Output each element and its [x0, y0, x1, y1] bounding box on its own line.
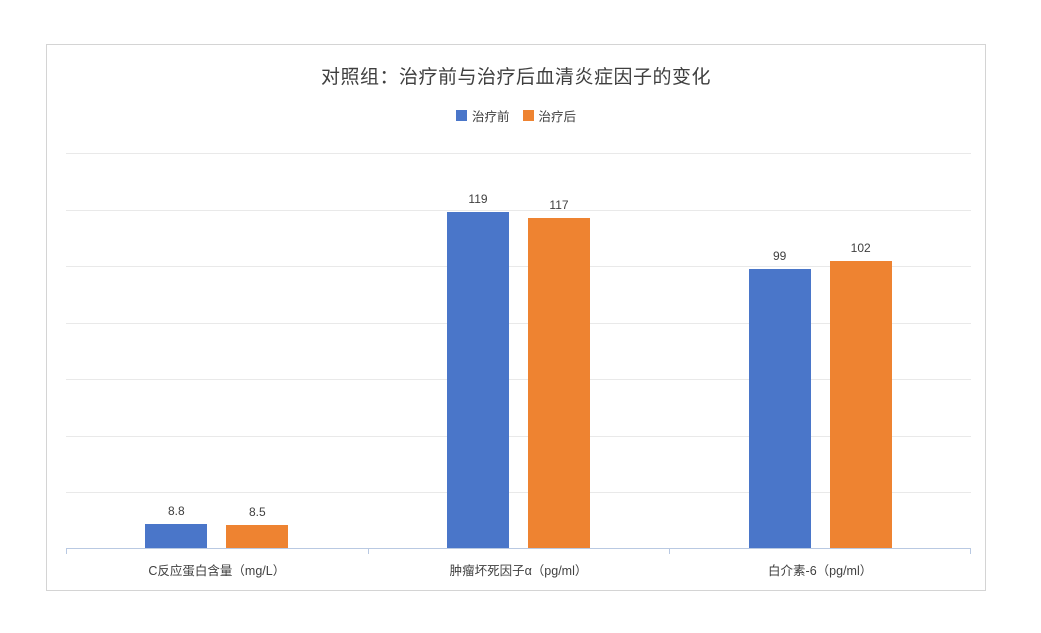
legend-label: 治疗前 — [471, 110, 510, 124]
legend-swatch-icon — [522, 110, 534, 121]
category-label-3: 白介素-6（pg/ml） — [768, 564, 873, 578]
data-label-series1-category2: 119 — [468, 192, 488, 207]
gridline-20 — [66, 492, 971, 494]
x-axis-line — [66, 548, 971, 549]
legend-label: 治疗后 — [538, 110, 577, 124]
bar-series2-category2 — [528, 218, 590, 549]
plot-area: 8.8 8.5 119 117 99 102 — [66, 153, 971, 554]
gridline-40 — [66, 435, 971, 437]
chart-title: 对照组：治疗前与治疗后血清炎症因子的变化 — [320, 67, 711, 88]
chart: 对照组：治疗前与治疗后血清炎症因子的变化 治疗前 治疗后 8.8 8.5 119 117… — [46, 44, 986, 591]
chart-legend: 治疗前 治疗后 — [47, 106, 985, 125]
category-label-1: C反应蛋白含量（mg/L） — [148, 564, 286, 578]
x-axis-tick-2 — [669, 549, 670, 554]
legend-item-series2: 治疗后 — [522, 106, 577, 125]
bar-series1-category3 — [748, 268, 811, 549]
gridline-140 — [66, 153, 971, 154]
gridline-120 — [66, 209, 971, 211]
x-axis-tick-0 — [66, 549, 67, 554]
category-axis: C反应蛋白含量（mg/L） 肿瘤坏死因子α（pg/ml） 白介素-6（pg/ml） — [66, 560, 971, 579]
legend-swatch-icon — [455, 110, 467, 121]
x-axis-tick-3 — [970, 549, 971, 554]
bar-series1-category2 — [447, 212, 509, 549]
data-label-series2-category2: 117 — [549, 198, 569, 213]
data-label-series1-category3: 99 — [772, 248, 787, 263]
data-label-series2-category1: 8.5 — [248, 504, 266, 519]
gridline-80 — [66, 322, 971, 324]
bar-series2-category3 — [829, 260, 892, 549]
legend-item-series1: 治疗前 — [455, 106, 510, 125]
x-axis-tick-1 — [368, 549, 369, 554]
category-label-2: 肿瘤坏死因子α（pg/ml） — [449, 564, 588, 578]
gridline-60 — [66, 379, 971, 381]
bar-series2-category1 — [226, 524, 289, 549]
bar-series1-category1 — [145, 524, 208, 549]
gridline-100 — [66, 266, 971, 268]
data-label-series1-category1: 8.8 — [167, 504, 185, 519]
data-label-series2-category3: 102 — [850, 240, 871, 255]
